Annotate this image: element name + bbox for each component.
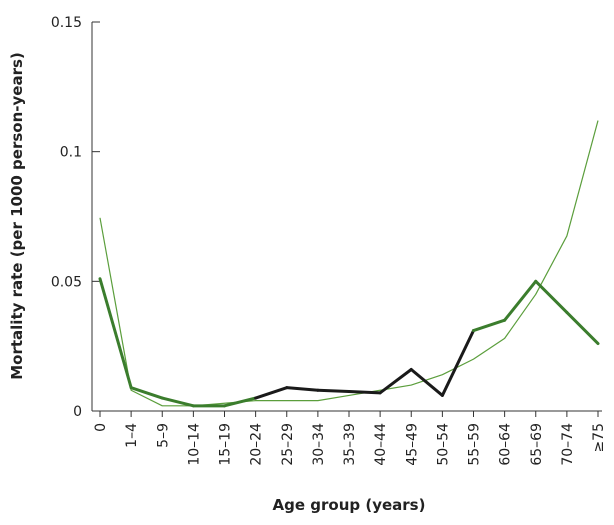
x-tick-label: 45–49 [404, 423, 420, 466]
line-segment [223, 396, 258, 408]
y-tick-label: 0 [73, 404, 82, 420]
y-tick-label: 0.1 [60, 145, 82, 161]
line-segment [98, 277, 133, 390]
x-tick-label: 70–74 [560, 423, 576, 466]
x-tick-label: 35–39 [342, 423, 358, 466]
x-tick-label: 15–19 [218, 423, 234, 466]
x-tick-label: 10–14 [186, 423, 202, 466]
y-tick-label: 0.05 [51, 274, 82, 290]
line-segment [347, 390, 382, 395]
x-tick-label: 60–64 [498, 423, 514, 466]
x-tick-label: 0 [93, 423, 109, 432]
x-tick-label: 30–34 [311, 423, 327, 466]
line-segment [316, 388, 351, 394]
x-tick-label: 65–69 [529, 423, 545, 466]
line-segment [254, 386, 289, 400]
x-tick-label: 20–24 [249, 423, 265, 466]
line-segment [472, 318, 507, 333]
x-tick-label: ≥75 [591, 423, 607, 453]
x-tick-label: 5–9 [155, 423, 171, 448]
x-tick-label: 50–54 [435, 423, 451, 466]
line-segment [534, 279, 569, 314]
x-tick-label: 55–59 [467, 423, 483, 466]
line [99, 120, 599, 407]
line-segment [503, 279, 538, 322]
line-segment [160, 396, 195, 408]
line-segment [378, 368, 413, 395]
x-axis-title: Age group (years) [273, 496, 426, 514]
y-tick-label: 0.15 [51, 15, 82, 31]
x-tick-label: 1–4 [124, 423, 140, 448]
line-segment [409, 368, 444, 397]
line-segment [285, 386, 320, 392]
line-segment [129, 386, 164, 400]
x-tick-label: 25–29 [280, 423, 296, 466]
line-segment [565, 310, 600, 346]
y-axis-title: Mortality rate (per 1000 person-years) [8, 52, 26, 380]
line-segment [440, 329, 475, 397]
x-tick-label: 40–44 [373, 423, 389, 466]
